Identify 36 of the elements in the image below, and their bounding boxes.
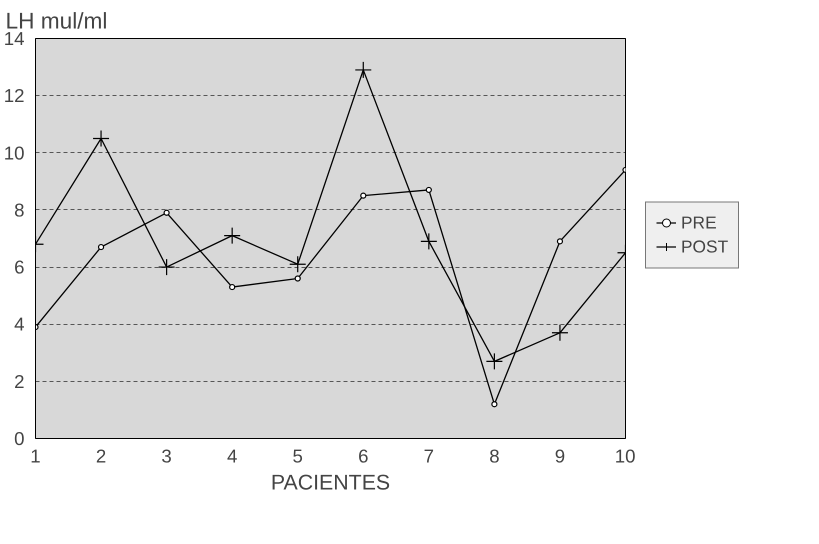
point [426,186,432,194]
point [164,210,170,216]
x-tick-label: 9 [554,446,566,466]
x-tick-label: 8 [489,446,500,466]
x-axis-title: PACIENTES [270,470,390,494]
y-tick-label: 6 [14,256,25,278]
y-tick-label: 4 [14,314,25,335]
point [491,401,498,408]
legend-label: PRE [681,212,717,233]
point [354,61,372,79]
point [289,256,306,273]
y-tick-label: 12 [4,85,25,106]
x-tick-label: 6 [358,446,368,466]
point [556,238,564,244]
point [360,192,366,199]
x-tick-label: 3 [161,446,172,466]
y-tick-label: 0 [14,428,25,449]
point [229,284,236,290]
point [294,275,301,282]
x-tick-label: 4 [226,446,238,466]
x-tick-label: 10 [614,446,636,466]
point [92,130,110,148]
y-tick-label: 10 [4,142,25,164]
point [98,244,104,250]
point [224,227,241,244]
x-tick-label: 7 [424,446,434,466]
x-tick-label: 5 [292,446,303,466]
y-tick-label: 2 [14,370,25,392]
y-tick-label: 8 [14,199,25,220]
x-tick-label: 2 [96,446,106,466]
point [158,258,176,276]
legend-label: POST [681,236,728,257]
x-tick-label: 1 [30,446,41,466]
point [551,324,569,342]
point [486,352,503,370]
point [420,232,438,250]
